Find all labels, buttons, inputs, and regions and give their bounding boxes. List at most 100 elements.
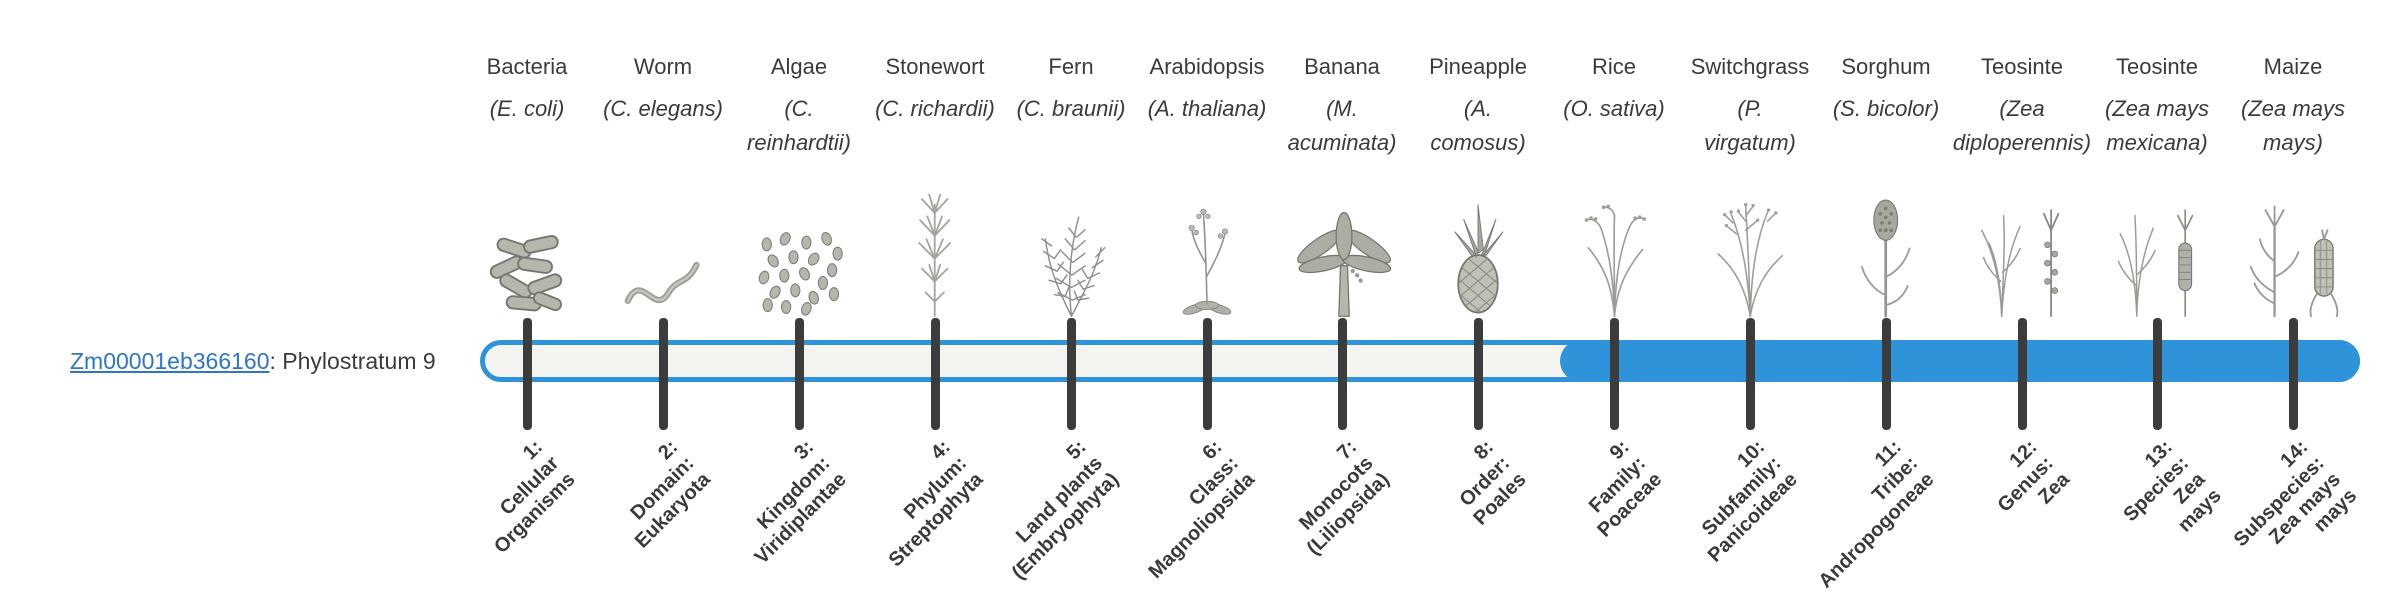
organism-scientific-name: (C. reinhardtii) <box>747 96 851 156</box>
sorghum-illustration <box>1861 199 1911 318</box>
tick-marker <box>1203 318 1212 430</box>
tick-marker <box>1746 318 1755 430</box>
organism-common-name: Bacteria <box>486 54 568 79</box>
organism-image <box>753 226 845 318</box>
organism-scientific-name: (C. richardii) <box>875 96 995 122</box>
organism-scientific-name: (O. sativa) <box>1563 96 1665 122</box>
organism-common-name: Stonewort <box>885 54 985 79</box>
switchgrass-illustration <box>1717 202 1783 317</box>
organism-scientific-name: (E. coli) <box>489 96 565 122</box>
organism-common-name: Switchgrass <box>1690 54 1810 79</box>
organism-image <box>1967 190 2077 318</box>
stratum-label-text: 3: Kingdom: Viridiplantae <box>750 436 852 569</box>
organism-common-name: Fern <box>1048 54 1094 79</box>
organism-scientific-name: (Zea mays mexicana) <box>2105 96 2209 156</box>
organism-column: Teosinte (Zea mays mexicana) <box>2067 54 2247 318</box>
stratum-label-text: 13: Species: Zea mays <box>2119 436 2226 537</box>
stratum-label-text: 14: Subspecies: Zea mays mays <box>2229 436 2362 552</box>
organism-scientific-name: (Zea diploperennis) <box>1952 96 2092 156</box>
organism-image <box>1840 190 1931 318</box>
gene-label: Zm00001eb366160: Phylostratum 9 <box>70 348 436 375</box>
organism-column: Maize (Zea mays mays) <box>2203 54 2383 318</box>
stratum-label-text: 10: Subfamily: Panicoideae <box>1697 436 1803 567</box>
organism-column: Rice (O. sativa) <box>1524 54 1704 318</box>
organism-image <box>2238 190 2348 318</box>
organism-image <box>1162 192 1252 318</box>
stratum-label-text: 12: Genus: Zea <box>1993 436 2075 517</box>
organism-scientific-name: (S. bicolor) <box>1832 96 1940 122</box>
organism-common-name: Rice <box>1591 54 1636 79</box>
worm-illustration <box>624 261 700 304</box>
tick-marker <box>931 318 940 430</box>
algae-illustration <box>758 232 843 316</box>
organism-common-name: Sorghum <box>1841 54 1931 79</box>
tick-marker <box>1474 318 1483 430</box>
organism-image <box>1700 190 1801 318</box>
organism-common-name: Maize <box>2263 54 2323 79</box>
stonewort-illustration <box>918 193 952 318</box>
organism-column: Switchgrass (P. virgatum) <box>1660 54 1840 318</box>
gene-id-link[interactable]: Zm00001eb366160 <box>70 348 270 374</box>
rice-illustration <box>1584 204 1646 318</box>
stratum-label-text: 6: Class: Magnoliopsida <box>1144 436 1260 584</box>
organism-image <box>620 240 706 318</box>
organism-image <box>2102 190 2212 318</box>
organism-column: Stonewort (C. richardii) <box>845 54 1025 318</box>
organism-common-name: Teosinte <box>2116 54 2198 79</box>
tick-marker <box>1610 318 1619 430</box>
organism-column: Worm (C. elegans) <box>573 54 753 318</box>
gene-phylostratum-text: : Phylostratum 9 <box>269 348 436 374</box>
organism-common-name: Teosinte <box>1981 54 2063 79</box>
tick-marker <box>1882 318 1891 430</box>
organism-scientific-name: (A. thaliana) <box>1147 96 1267 122</box>
pineapple-illustration <box>1454 204 1504 314</box>
tick-marker <box>2153 318 2162 430</box>
organism-scientific-name: (Zea mays mays) <box>2241 96 2345 156</box>
organism-image <box>1290 196 1395 318</box>
organism-image <box>889 190 980 318</box>
stratum-label-text: 1: Cellular Organisms <box>489 436 580 558</box>
organism-common-name: Arabidopsis <box>1149 54 1265 79</box>
stratum-label-text: 2: Domain: Eukaryota <box>626 436 716 553</box>
organism-image <box>1565 192 1664 318</box>
tick-marker <box>1338 318 1347 430</box>
organism-common-name: Worm <box>633 54 693 79</box>
maize-illustration <box>2250 205 2339 318</box>
organism-scientific-name: (A. comosus) <box>1430 96 1526 156</box>
organism-column: Bacteria (E. coli) <box>437 54 617 318</box>
organism-scientific-name: (P. virgatum) <box>1704 96 1796 156</box>
tick-marker <box>659 318 668 430</box>
tick-marker <box>523 318 532 430</box>
organism-common-name: Pineapple <box>1429 54 1527 79</box>
stratum-label-text: 7: Monocots (Liliopsida) <box>1295 436 1395 560</box>
stratum-label-text: 4: Phylum: Streptophyta <box>884 436 988 572</box>
organism-column: Arabidopsis (A. thaliana) <box>1117 54 1297 318</box>
organism-common-name: Banana <box>1304 54 1380 79</box>
teosinte-mexicana-illustration <box>2117 209 2194 317</box>
organism-image <box>1022 192 1121 318</box>
organism-column: Pineapple (A. comosus) <box>1388 54 1568 318</box>
organism-scientific-name: (C. elegans) <box>603 96 723 122</box>
phylostratum-track-fill <box>1560 340 2360 382</box>
banana-illustration <box>1296 211 1391 317</box>
bacteria-illustration <box>489 234 562 312</box>
stratum-label-text: 11: Tribe: Andropogoneae <box>1814 436 1939 593</box>
teosinte-diploperennis-illustration <box>1981 209 2060 318</box>
organism-scientific-name: (M. acuminata) <box>1287 96 1397 156</box>
stratum-label-text: 9: Family: Poaceae <box>1584 436 1667 542</box>
organism-column: Algae (C. reinhardtii) <box>709 54 889 318</box>
organism-image <box>480 223 575 318</box>
tick-marker <box>1067 318 1076 430</box>
fern-illustration <box>1040 216 1106 317</box>
organism-scientific-name: (C. braunii) <box>1016 96 1126 122</box>
stratum-label-text: 5: Land plants (Embryophyta) <box>1007 436 1124 584</box>
tick-marker <box>2018 318 2027 430</box>
arabidopsis-illustration <box>1182 208 1232 315</box>
organism-column: Fern (C. braunii) <box>981 54 1161 318</box>
organism-column: Sorghum (S. bicolor) <box>1796 54 1976 318</box>
organism-common-name: Algae <box>770 54 828 79</box>
organism-column: Teosinte (Zea diploperennis) <box>1932 54 2112 318</box>
stratum-label-text: 8: Order: Poales <box>1455 436 1531 530</box>
organism-column: Banana (M. acuminata) <box>1252 54 1432 318</box>
tick-marker <box>795 318 804 430</box>
